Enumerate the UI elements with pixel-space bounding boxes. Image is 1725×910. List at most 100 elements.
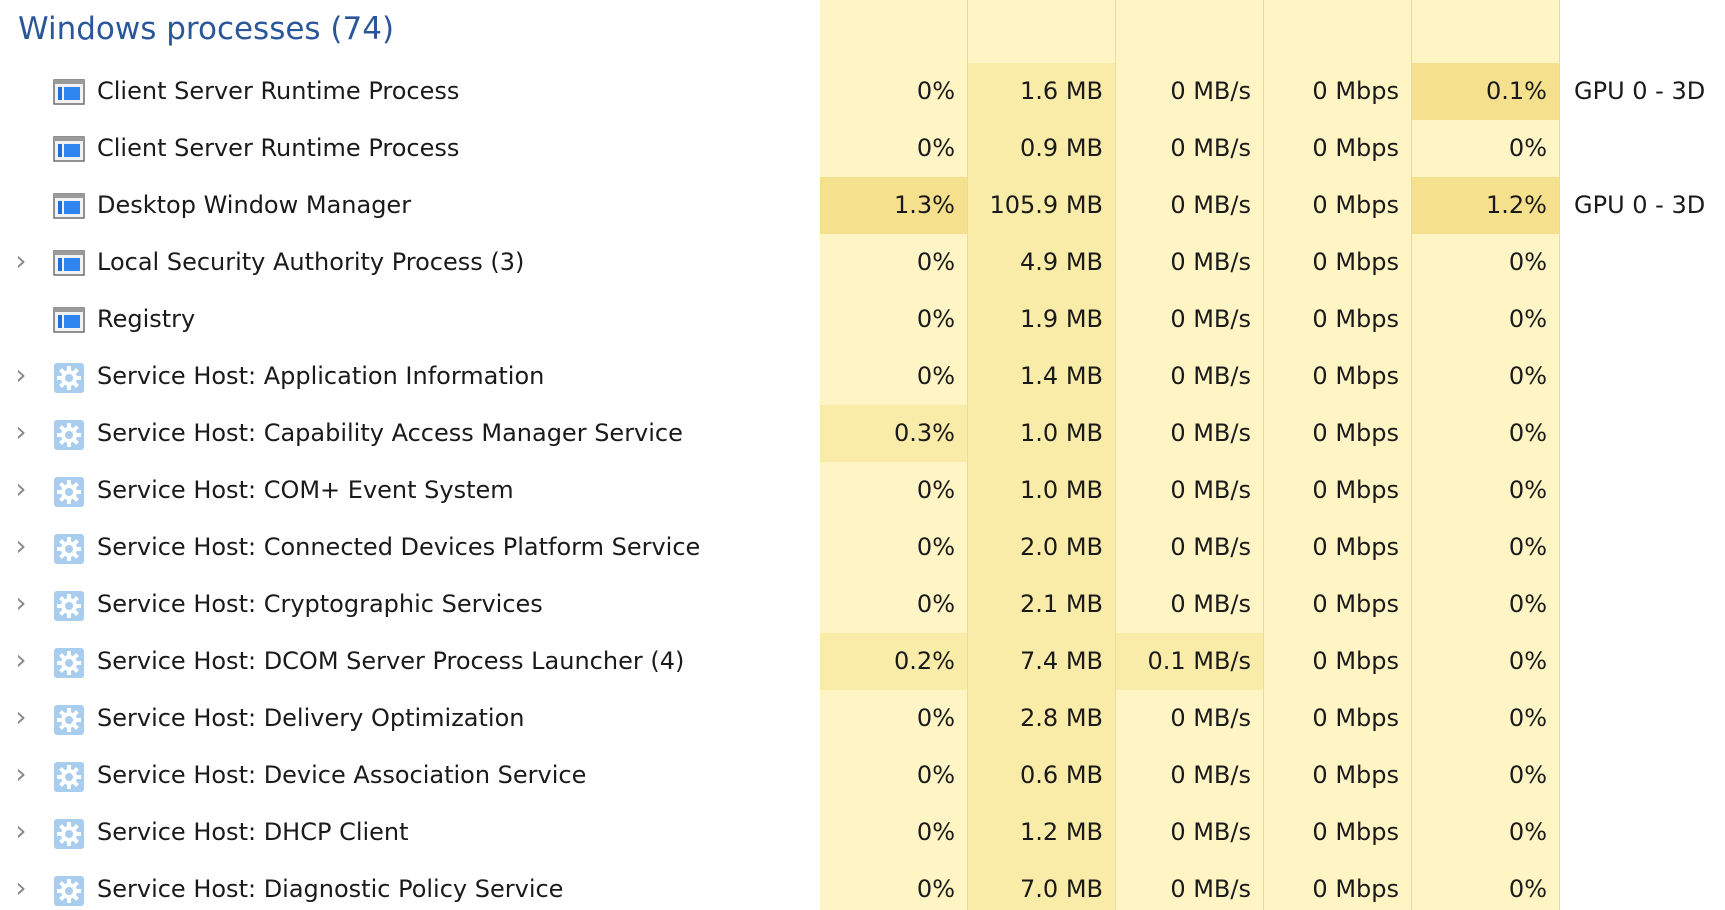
gpu-engine-value: GPU 0 - 3D <box>1574 191 1706 219</box>
disk-value: 0 MB/s <box>1116 405 1263 462</box>
memory-value: 0.9 MB <box>968 120 1115 177</box>
process-row[interactable]: › Service Host: Connected Devices Platfo… <box>0 519 1725 576</box>
network-value: 0 Mbps <box>1264 690 1411 747</box>
process-name: Service Host: Application Information <box>97 362 545 390</box>
memory-value: 4.9 MB <box>968 234 1115 291</box>
gpu-value: 0% <box>1412 747 1559 804</box>
gpu-value: 0.1% <box>1412 63 1559 120</box>
memory-value: 1.0 MB <box>968 462 1115 519</box>
memory-value: 1.6 MB <box>968 63 1115 120</box>
gpu-value: 0% <box>1412 804 1559 861</box>
process-row[interactable]: › Desktop Window Manager 1.3% 105.9 MB 0… <box>0 177 1725 234</box>
process-row[interactable]: › Service Host: DCOM Server Process Laun… <box>0 633 1725 690</box>
process-row[interactable]: › Client Server Runtime Process 0% 1.6 M… <box>0 63 1725 120</box>
network-value: 0 Mbps <box>1264 234 1411 291</box>
cpu-value: 0% <box>820 690 967 747</box>
gpu-value: 0% <box>1412 234 1559 291</box>
memory-value: 7.0 MB <box>968 861 1115 910</box>
memory-value: 2.8 MB <box>968 690 1115 747</box>
cpu-value: 0% <box>820 747 967 804</box>
process-row[interactable]: › Service Host: Device Association Servi… <box>0 747 1725 804</box>
process-name: Registry <box>97 305 196 333</box>
process-row[interactable]: › Service Host: Delivery Optimization 0%… <box>0 690 1725 747</box>
gear-service-icon <box>53 419 85 450</box>
gear-service-icon <box>53 875 85 906</box>
network-value: 0 Mbps <box>1264 576 1411 633</box>
network-value: 0 Mbps <box>1264 747 1411 804</box>
process-row[interactable]: › Service Host: Cryptographic Services 0… <box>0 576 1725 633</box>
gear-service-icon <box>53 761 85 792</box>
disk-value: 0 MB/s <box>1116 120 1263 177</box>
disk-value: 0 MB/s <box>1116 576 1263 633</box>
process-row[interactable]: › Service Host: DHCP Client 0% 1.2 MB 0 … <box>0 804 1725 861</box>
chevron-right-icon[interactable]: › <box>15 358 27 391</box>
window-app-icon <box>53 191 85 221</box>
section-header-windows-processes[interactable]: Windows processes (74) <box>18 11 395 47</box>
network-value: 0 Mbps <box>1264 63 1411 120</box>
chevron-right-icon[interactable]: › <box>15 586 27 619</box>
network-value: 0 Mbps <box>1264 804 1411 861</box>
gpu-value: 0% <box>1412 690 1559 747</box>
cpu-value: 0% <box>820 462 967 519</box>
process-row[interactable]: › Client Server Runtime Process 0% 0.9 M… <box>0 120 1725 177</box>
gear-service-icon <box>53 533 85 564</box>
disk-value: 0 MB/s <box>1116 234 1263 291</box>
gpu-value: 0% <box>1412 576 1559 633</box>
disk-value: 0 MB/s <box>1116 861 1263 910</box>
gpu-value: 0% <box>1412 405 1559 462</box>
disk-value: 0 MB/s <box>1116 63 1263 120</box>
chevron-right-icon[interactable]: › <box>15 643 27 676</box>
process-row[interactable]: › Local Security Authority Process (3) 0… <box>0 234 1725 291</box>
network-value: 0 Mbps <box>1264 462 1411 519</box>
process-name: Service Host: Connected Devices Platform… <box>97 533 701 561</box>
cpu-value: 0% <box>820 120 967 177</box>
process-name: Service Host: Delivery Optimization <box>97 704 525 732</box>
network-value: 0 Mbps <box>1264 120 1411 177</box>
process-row[interactable]: › Registry 0% 1.9 MB 0 MB/s 0 Mbps 0% <box>0 291 1725 348</box>
gpu-value: 0% <box>1412 462 1559 519</box>
network-value: 0 Mbps <box>1264 861 1411 910</box>
chevron-right-icon[interactable]: › <box>15 472 27 505</box>
gpu-value: 0% <box>1412 120 1559 177</box>
chevron-right-icon[interactable]: › <box>15 415 27 448</box>
gpu-value: 0% <box>1412 348 1559 405</box>
chevron-right-icon[interactable]: › <box>15 700 27 733</box>
gear-service-icon <box>53 590 85 621</box>
process-rows: › Client Server Runtime Process 0% 1.6 M… <box>0 63 1725 910</box>
memory-value: 1.0 MB <box>968 405 1115 462</box>
memory-value: 2.0 MB <box>968 519 1115 576</box>
cpu-value: 0% <box>820 234 967 291</box>
process-name: Client Server Runtime Process <box>97 77 460 105</box>
gpu-value: 0% <box>1412 633 1559 690</box>
process-name: Service Host: Device Association Service <box>97 761 587 789</box>
network-value: 0 Mbps <box>1264 519 1411 576</box>
gear-service-icon <box>53 818 85 849</box>
process-row[interactable]: › Service Host: Diagnostic Policy Servic… <box>0 861 1725 910</box>
network-value: 0 Mbps <box>1264 405 1411 462</box>
process-name: Desktop Window Manager <box>97 191 412 219</box>
disk-value: 0.1 MB/s <box>1116 633 1263 690</box>
chevron-right-icon[interactable]: › <box>15 529 27 562</box>
chevron-right-icon[interactable]: › <box>15 814 27 847</box>
process-row[interactable]: › Service Host: Capability Access Manage… <box>0 405 1725 462</box>
chevron-right-icon[interactable]: › <box>15 244 27 277</box>
cpu-value: 0.2% <box>820 633 967 690</box>
process-name: Local Security Authority Process (3) <box>97 248 525 276</box>
process-row[interactable]: › Service Host: Application Information … <box>0 348 1725 405</box>
process-row[interactable]: › Service Host: COM+ Event System 0% 1.0… <box>0 462 1725 519</box>
cpu-value: 1.3% <box>820 177 967 234</box>
gpu-value: 1.2% <box>1412 177 1559 234</box>
process-name: Service Host: DCOM Server Process Launch… <box>97 647 685 675</box>
process-name: Service Host: DHCP Client <box>97 818 409 846</box>
cpu-value: 0% <box>820 519 967 576</box>
network-value: 0 Mbps <box>1264 633 1411 690</box>
gpu-value: 0% <box>1412 519 1559 576</box>
gear-service-icon <box>53 362 85 393</box>
chevron-right-icon[interactable]: › <box>15 871 27 904</box>
memory-value: 0.6 MB <box>968 747 1115 804</box>
memory-value: 1.2 MB <box>968 804 1115 861</box>
window-app-icon <box>53 305 85 335</box>
chevron-right-icon[interactable]: › <box>15 757 27 790</box>
disk-value: 0 MB/s <box>1116 462 1263 519</box>
